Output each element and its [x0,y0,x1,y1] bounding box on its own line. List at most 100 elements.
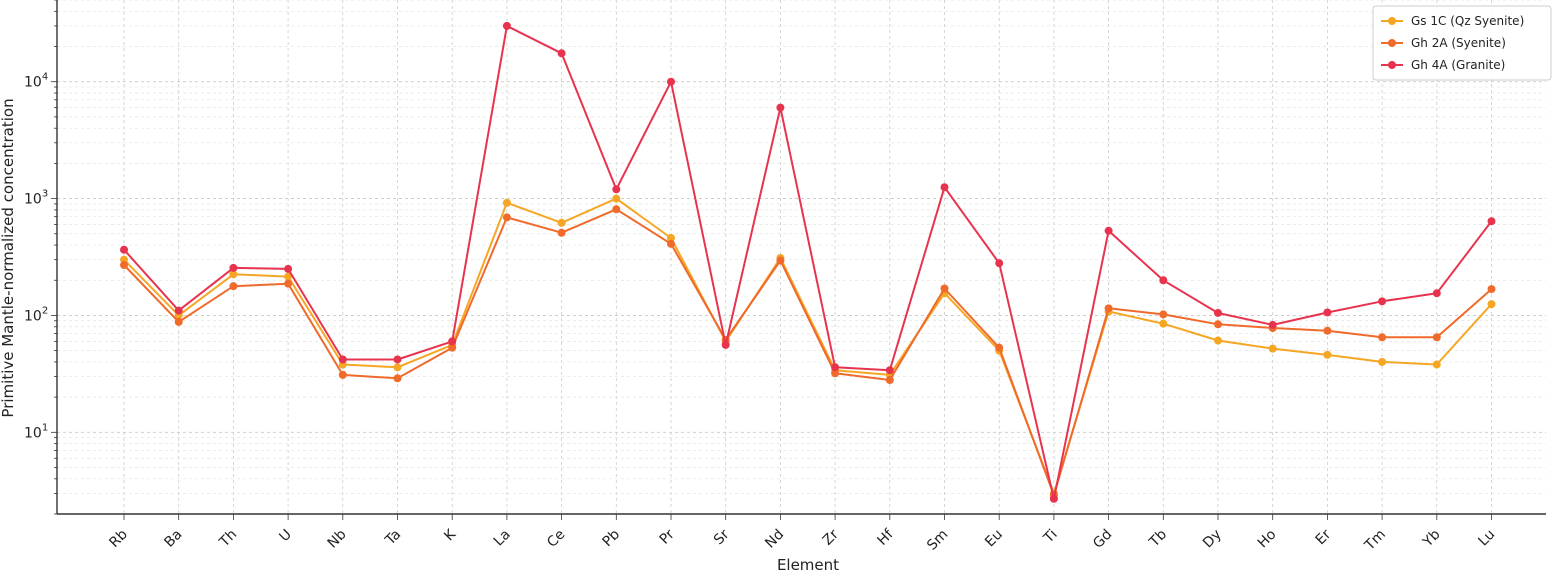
data-point [721,340,730,349]
data-point [557,218,566,227]
data-point [1159,319,1168,328]
data-point [831,363,840,372]
data-point [1214,336,1222,345]
data-point [1487,217,1496,226]
x-tick-label: K [441,526,459,544]
x-tick-label: Gd [1090,527,1115,552]
legend-swatch-marker [1388,39,1396,47]
data-point [612,205,621,214]
x-tick-label: Lu [1475,527,1498,550]
data-point [885,366,894,375]
series-layer [120,21,1496,503]
data-point [1378,357,1387,366]
data-point [557,228,566,237]
data-point [612,194,621,203]
data-point [667,239,675,248]
y-axis-title: Primitive Mantle-normalized concentratio… [0,98,17,417]
data-point [448,337,457,346]
data-point [120,261,128,270]
x-tick-label: Pr [657,526,678,547]
data-point [174,306,183,315]
y-tick-label: 101 [24,422,48,441]
data-point [1323,308,1332,317]
data-point [1268,344,1277,353]
data-point [1378,297,1387,306]
x-tick-label: Tm [1361,527,1389,555]
data-point [995,259,1004,268]
data-point [502,21,511,30]
data-point [393,374,402,383]
y-tick-label: 102 [24,305,48,324]
data-point [1214,308,1222,317]
x-tick-label: U [276,527,295,546]
data-point [502,198,511,207]
data-point [831,369,840,378]
data-point [667,77,675,86]
legend-label: Gh 2A (Syenite) [1411,36,1506,50]
x-tick-label: Sm [924,527,951,554]
x-tick-label: Hf [874,526,897,549]
x-tick-label: Nb [325,526,350,551]
x-tick-label: Eu [982,527,1006,551]
data-point [1432,289,1441,298]
data-point [1432,333,1441,342]
data-point [1268,320,1277,329]
legend-box [1372,5,1552,81]
x-tick-label: La [491,527,514,550]
axes-layer: Rb Ba Th U Nb Ta K La Ce Pb Pr Sr Nd Zr Hf Sm Eu Ti Gd Tb Dy… [24,0,1546,554]
data-point [885,376,894,385]
x-tick-label: Dy [1200,527,1225,552]
grid-layer [57,0,1546,515]
x-tick-label: Rb [106,526,131,551]
x-tick-label: Zr [820,526,842,548]
legend-label: Gs 1C (Qz Syenite) [1411,14,1524,28]
data-point [940,183,949,192]
data-point [229,263,238,272]
data-point [1323,326,1332,335]
series-line [123,24,1493,500]
legend: Gs 1C (Qz Syenite) Gh 2A (Syenite) Gh 4A (… [1372,5,1552,81]
data-point [284,279,293,288]
data-point [174,317,183,326]
data-point [284,272,293,281]
data-point [1432,360,1441,369]
legend-swatch-marker [1388,61,1396,69]
data-point [995,343,1004,352]
y-tick-label: 103 [24,189,48,208]
x-tick-label: Pb [600,526,624,550]
x-tick-label: Tb [1146,526,1170,550]
data-point [1159,276,1168,285]
series-line [123,208,1493,497]
data-point [940,284,949,293]
x-axis-title: Element [777,556,839,574]
data-point [1487,300,1496,309]
legend-swatch-marker [1388,17,1396,25]
data-point [229,282,238,291]
data-point [612,185,621,194]
x-tick-label: Yb [1419,526,1443,550]
data-point [557,49,566,58]
x-tick-label: Er [1313,526,1335,548]
data-point [1323,350,1332,359]
x-tick-label: Ho [1255,527,1280,552]
data-point [393,363,402,372]
data-point [1159,310,1168,319]
series-line [123,197,1493,495]
data-point [1104,304,1113,313]
x-tick-label: Ti [1040,527,1061,548]
data-point [1049,494,1058,503]
data-point [776,103,785,112]
data-point [284,264,293,273]
x-tick-label: Th [216,527,240,551]
data-point [338,370,347,379]
data-point [776,256,785,265]
data-point [229,270,238,279]
x-tick-label: Sr [711,526,733,548]
data-point [448,343,457,352]
data-point [667,233,675,242]
x-tick-label: Ta [382,527,405,550]
data-point [338,355,347,364]
data-point [120,245,128,254]
series-2 [120,205,1496,500]
